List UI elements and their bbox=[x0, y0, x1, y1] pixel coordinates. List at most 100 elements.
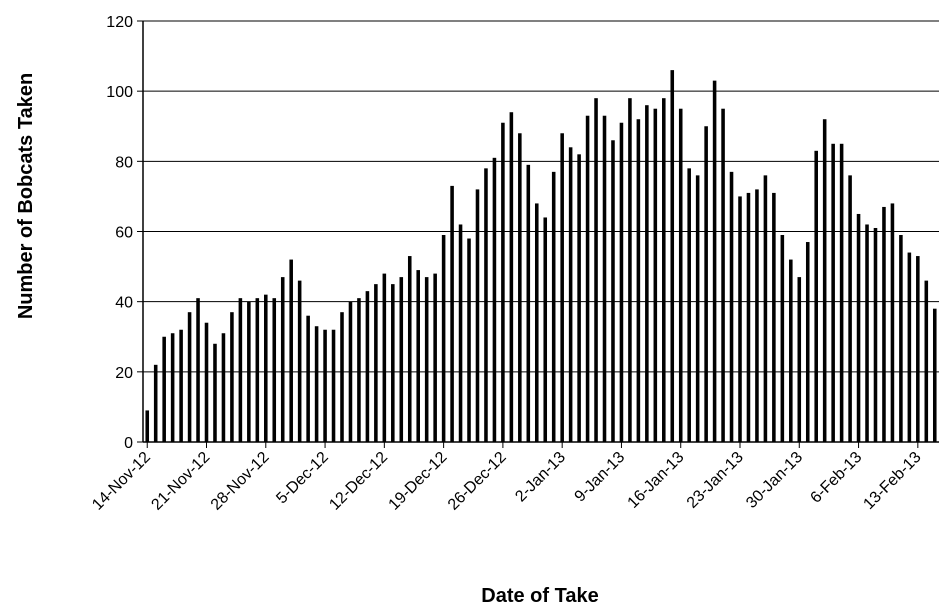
x-tick-label: 2-Jan-13 bbox=[512, 449, 569, 506]
bar bbox=[509, 112, 514, 442]
bar bbox=[450, 185, 454, 442]
bar bbox=[399, 277, 404, 442]
y-tick-label: 0 bbox=[124, 435, 133, 452]
x-tick-label: 13-Feb-13 bbox=[860, 449, 924, 513]
bar bbox=[704, 126, 708, 442]
bar bbox=[662, 98, 666, 443]
bar bbox=[907, 252, 912, 442]
bar bbox=[416, 270, 420, 442]
x-tick-label: 12-Dec-12 bbox=[326, 449, 391, 514]
bar bbox=[645, 105, 649, 442]
bar bbox=[865, 224, 869, 442]
bar bbox=[831, 143, 835, 443]
bar bbox=[170, 333, 175, 442]
bar bbox=[492, 157, 497, 442]
x-tick-label: 9-Jan-13 bbox=[572, 449, 629, 506]
x-tick-label: 28-Nov-12 bbox=[208, 449, 273, 514]
bar bbox=[560, 133, 564, 442]
bar bbox=[204, 322, 209, 442]
bar bbox=[407, 256, 412, 442]
bar bbox=[306, 315, 310, 442]
bar bbox=[297, 280, 302, 442]
bar bbox=[289, 259, 293, 442]
bar bbox=[695, 175, 700, 442]
bar bbox=[255, 298, 260, 442]
bar bbox=[839, 143, 844, 443]
gridlines bbox=[143, 20, 939, 373]
bar bbox=[772, 192, 776, 442]
bar bbox=[577, 154, 581, 442]
bar bbox=[247, 301, 251, 442]
x-tick-label: 30-Jan-13 bbox=[743, 449, 806, 512]
bar bbox=[899, 235, 903, 442]
bar bbox=[611, 140, 615, 442]
bar bbox=[763, 175, 768, 442]
bar bbox=[628, 98, 632, 443]
bar bbox=[721, 108, 725, 443]
bar bbox=[543, 217, 548, 442]
bar bbox=[441, 235, 446, 442]
bar bbox=[501, 122, 505, 443]
bars bbox=[145, 70, 937, 443]
bar bbox=[585, 115, 590, 442]
bar bbox=[153, 364, 158, 442]
bar bbox=[162, 336, 166, 442]
bar bbox=[619, 122, 624, 443]
bar bbox=[433, 273, 437, 442]
y-tick-label: 100 bbox=[106, 84, 133, 101]
axes bbox=[137, 20, 939, 448]
bar bbox=[221, 333, 226, 442]
y-axis-title: Number of Bobcats Taken bbox=[15, 73, 37, 319]
y-tick-label: 80 bbox=[115, 154, 133, 171]
bar bbox=[348, 301, 353, 442]
bar bbox=[314, 326, 319, 442]
bar bbox=[678, 108, 683, 443]
y-tick-labels: 0 20 40 60 80 100 120 bbox=[106, 14, 133, 452]
bar bbox=[653, 108, 658, 443]
bar bbox=[805, 242, 810, 442]
y-tick-label: 40 bbox=[115, 295, 133, 312]
bar bbox=[636, 119, 641, 442]
bar bbox=[458, 224, 463, 442]
bar bbox=[738, 196, 742, 442]
x-tick-label: 14-Nov-12 bbox=[89, 449, 154, 514]
bar bbox=[916, 256, 920, 442]
y-tick-label: 60 bbox=[115, 225, 133, 242]
bar bbox=[391, 284, 395, 443]
bar bbox=[890, 203, 895, 442]
bar bbox=[797, 277, 802, 442]
bar bbox=[518, 133, 522, 442]
bar bbox=[374, 284, 378, 443]
bar bbox=[475, 189, 480, 442]
bar bbox=[932, 308, 937, 442]
bar bbox=[382, 273, 387, 442]
bar bbox=[484, 168, 488, 442]
bar bbox=[882, 206, 886, 442]
bar bbox=[467, 238, 471, 442]
bar bbox=[568, 147, 573, 443]
bar bbox=[551, 171, 556, 443]
bar bbox=[687, 168, 691, 442]
y-tick-label: 20 bbox=[115, 365, 133, 382]
bar bbox=[424, 277, 429, 442]
bar bbox=[729, 171, 734, 443]
bar bbox=[822, 119, 827, 442]
bar bbox=[187, 312, 192, 442]
bar bbox=[602, 115, 607, 442]
bar bbox=[534, 203, 539, 442]
x-tick-label: 6-Feb-13 bbox=[807, 449, 865, 507]
bar bbox=[780, 235, 785, 442]
x-tick-label: 5-Dec-12 bbox=[273, 449, 332, 508]
bar bbox=[365, 291, 370, 442]
bar bbox=[924, 280, 929, 442]
bar bbox=[179, 329, 183, 442]
bar bbox=[230, 312, 234, 442]
bar bbox=[196, 298, 200, 442]
x-tick-label: 26-Dec-12 bbox=[445, 449, 510, 514]
bar bbox=[357, 298, 361, 442]
bar bbox=[238, 298, 243, 442]
bar bbox=[594, 98, 598, 443]
bar bbox=[814, 150, 818, 442]
